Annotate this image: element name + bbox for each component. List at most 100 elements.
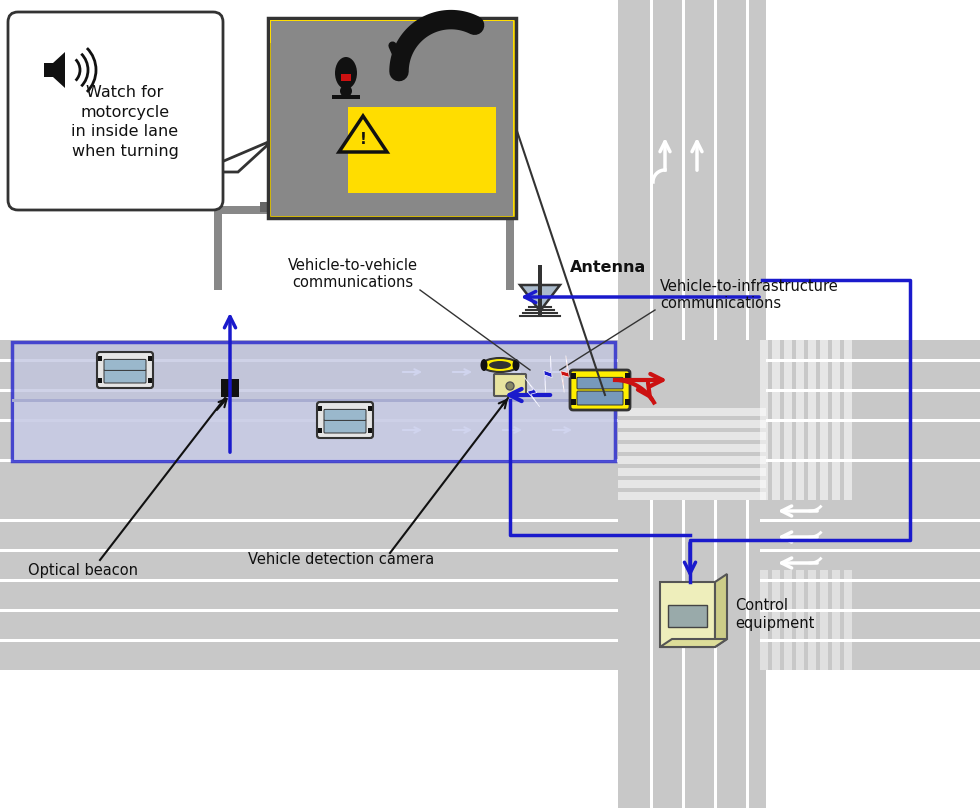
Bar — [148, 378, 152, 383]
Bar — [668, 605, 707, 627]
FancyBboxPatch shape — [317, 402, 373, 438]
Bar — [318, 428, 322, 433]
Polygon shape — [524, 377, 540, 406]
Bar — [618, 468, 766, 476]
Bar — [772, 340, 780, 500]
Ellipse shape — [513, 359, 519, 371]
Bar — [760, 340, 768, 500]
Bar — [820, 570, 828, 670]
Bar — [214, 206, 268, 214]
Bar — [318, 406, 322, 411]
Bar — [796, 570, 804, 670]
Bar — [14, 401, 613, 460]
Text: Vehicle-to-infrastructure
communications: Vehicle-to-infrastructure communications — [660, 279, 839, 311]
Polygon shape — [198, 140, 273, 172]
FancyBboxPatch shape — [570, 370, 630, 410]
FancyBboxPatch shape — [577, 377, 623, 389]
Bar — [0, 579, 618, 582]
FancyBboxPatch shape — [96, 351, 154, 389]
Bar — [760, 549, 980, 552]
Bar — [650, 0, 653, 808]
Bar — [0, 340, 980, 500]
Bar — [618, 0, 766, 808]
Bar — [0, 458, 980, 461]
Polygon shape — [520, 285, 560, 311]
Bar — [460, 206, 506, 214]
FancyBboxPatch shape — [97, 352, 153, 388]
FancyBboxPatch shape — [577, 391, 623, 405]
FancyBboxPatch shape — [316, 401, 374, 439]
Bar — [368, 428, 372, 433]
Bar — [832, 570, 840, 670]
Bar — [0, 638, 618, 642]
Bar — [618, 480, 766, 488]
Ellipse shape — [489, 361, 511, 369]
Bar — [0, 389, 980, 392]
FancyBboxPatch shape — [104, 360, 146, 370]
Bar — [0, 500, 618, 670]
Text: Vehicle-to-vehicle
communications: Vehicle-to-vehicle communications — [288, 258, 418, 290]
Bar — [820, 340, 828, 500]
Text: Antenna: Antenna — [570, 260, 646, 276]
Bar — [618, 444, 766, 452]
Bar — [618, 408, 766, 416]
FancyBboxPatch shape — [569, 369, 631, 411]
Bar — [808, 570, 816, 670]
Bar — [368, 406, 372, 411]
Bar — [260, 202, 272, 212]
Bar — [760, 608, 980, 612]
Text: Motorcycle approaching: Motorcycle approaching — [292, 23, 492, 39]
Bar — [618, 340, 766, 500]
Text: Watch for
motorcycle
in inside lane
when turning: Watch for motorcycle in inside lane when… — [72, 85, 178, 159]
Bar — [760, 570, 768, 670]
Bar — [625, 373, 630, 379]
Bar — [271, 44, 513, 216]
Bar — [270, 20, 514, 43]
Bar — [571, 399, 576, 405]
Text: Optical beacon: Optical beacon — [28, 562, 138, 578]
Text: Control
equipment: Control equipment — [735, 598, 814, 631]
Bar — [625, 399, 630, 405]
Bar — [196, 157, 199, 185]
Bar — [98, 378, 102, 383]
Bar — [271, 21, 513, 107]
Bar — [618, 456, 766, 464]
Bar — [268, 18, 516, 218]
Bar — [784, 570, 792, 670]
Bar — [746, 0, 749, 808]
Polygon shape — [339, 116, 387, 152]
Polygon shape — [368, 107, 478, 193]
FancyBboxPatch shape — [324, 419, 366, 433]
Bar — [618, 432, 766, 440]
Bar — [844, 570, 852, 670]
FancyBboxPatch shape — [104, 369, 146, 383]
Ellipse shape — [482, 358, 518, 372]
Bar — [760, 519, 980, 521]
Polygon shape — [561, 356, 569, 393]
Ellipse shape — [335, 57, 357, 89]
Polygon shape — [715, 574, 727, 647]
FancyBboxPatch shape — [324, 410, 366, 420]
Bar — [0, 608, 618, 612]
Bar — [714, 0, 717, 808]
Bar — [784, 340, 792, 500]
Bar — [341, 74, 351, 81]
Polygon shape — [44, 52, 65, 88]
Bar — [12, 342, 615, 461]
Bar — [618, 420, 766, 428]
Bar — [0, 519, 618, 521]
Text: Vehicle detection camera: Vehicle detection camera — [248, 553, 434, 567]
Bar — [98, 356, 102, 361]
Bar — [682, 0, 685, 808]
Bar — [0, 419, 980, 422]
Bar — [796, 340, 804, 500]
Polygon shape — [660, 639, 727, 647]
Polygon shape — [544, 356, 552, 392]
FancyBboxPatch shape — [8, 12, 223, 210]
Bar — [12, 398, 615, 402]
Ellipse shape — [340, 85, 352, 97]
Bar — [808, 340, 816, 500]
Bar — [506, 210, 514, 290]
Polygon shape — [348, 43, 496, 193]
Bar — [832, 340, 840, 500]
